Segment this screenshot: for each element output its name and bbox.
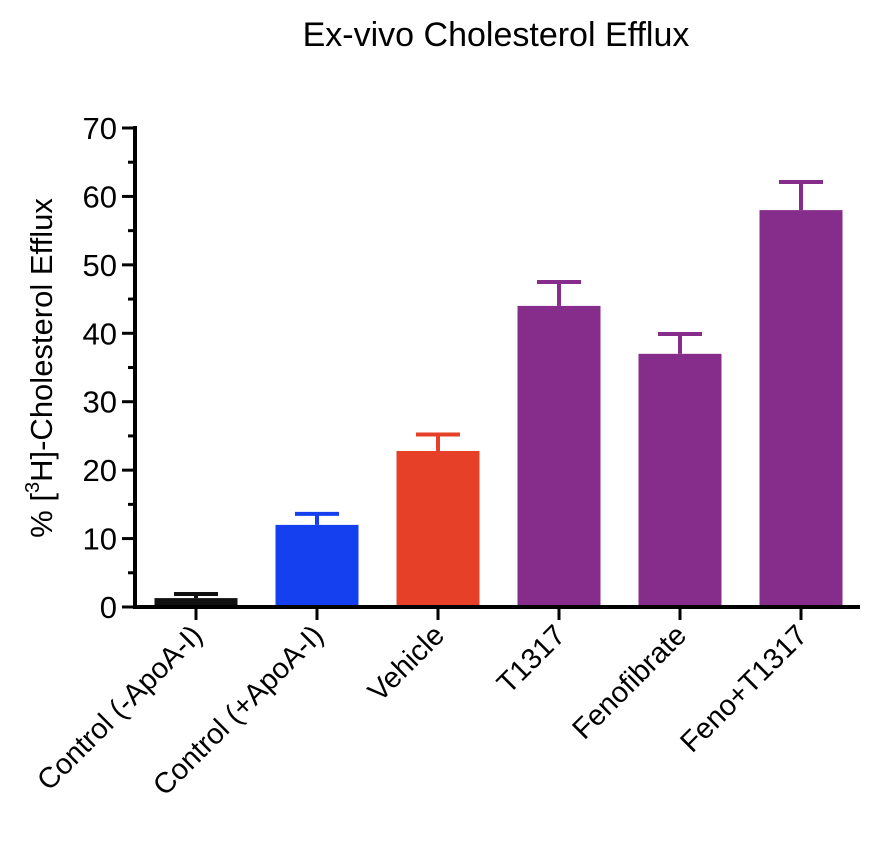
y-tick-label: 20: [83, 453, 117, 488]
y-tick-label: 30: [83, 385, 117, 420]
x-tick-label: Fenofibrate: [567, 619, 693, 745]
y-tick-label: 40: [83, 316, 117, 351]
bar: [154, 598, 238, 607]
chart-title: Ex-vivo Cholesterol Efflux: [303, 16, 690, 54]
y-tick-label: 70: [83, 111, 117, 146]
x-tick-label: Feno+T1317: [674, 619, 813, 758]
bar: [396, 450, 480, 607]
y-tick-label: 0: [100, 590, 117, 625]
y-tick-label: 10: [83, 522, 117, 557]
y-axis-label: % [3H]-Cholesterol Efflux: [22, 198, 59, 538]
y-tick-label: 60: [83, 179, 117, 214]
x-tick-label: Vehicle: [362, 619, 451, 708]
bar: [517, 305, 601, 607]
bar: [759, 210, 843, 607]
bar: [275, 524, 359, 607]
x-tick-label: T1317: [491, 619, 572, 700]
y-tick-label: 50: [83, 248, 117, 283]
bar: [638, 353, 722, 607]
